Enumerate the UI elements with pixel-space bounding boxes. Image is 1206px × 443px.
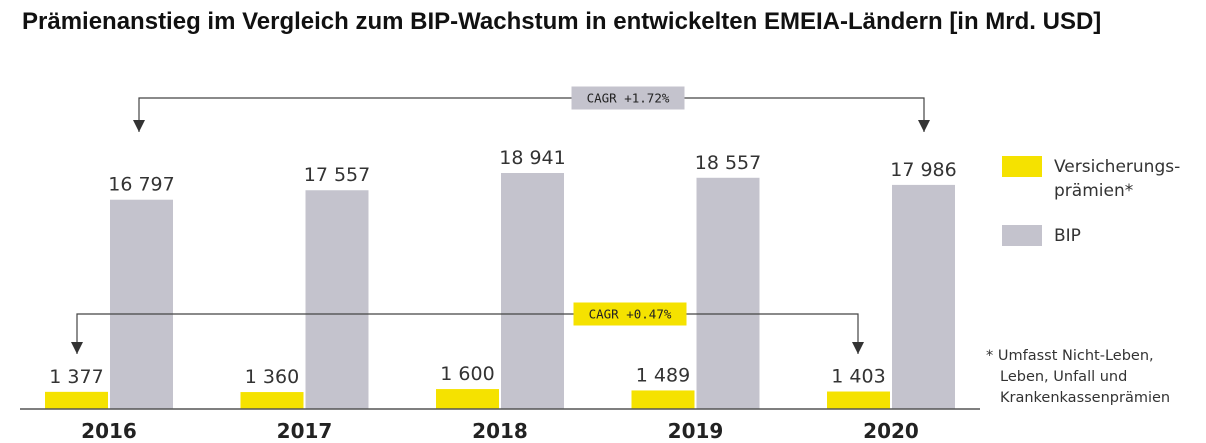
x-tick-label-2016: 2016: [81, 419, 137, 443]
bar-versicherungs-pr-mien-2017: [240, 392, 304, 409]
cagr-annotation-versicherungs-pr-mien: CAGR +0.47%: [71, 302, 864, 354]
legend-item-bip: BIP: [1002, 225, 1081, 246]
bar-bip-2019: [696, 177, 760, 409]
bar-versicherungs-pr-mien-2019: [631, 390, 695, 409]
cagr-label: CAGR +0.47%: [589, 307, 672, 322]
legend-swatch: [1002, 225, 1042, 246]
legend-swatch: [1002, 156, 1042, 177]
footnote-line: Leben, Unfall und: [1000, 369, 1127, 385]
cagr-annotation-bip: CAGR +1.72%: [133, 86, 930, 132]
arrow-down-icon: [852, 342, 864, 354]
cagr-bracket-line: [76, 313, 859, 354]
x-tick-label-2019: 2019: [668, 419, 724, 443]
bar-bip-2017: [305, 190, 369, 409]
legend-item-versicherungs-pr-mien: Versicherungs-prämien*: [1002, 156, 1180, 201]
bar-versicherungs-pr-mien-2020: [827, 391, 890, 409]
arrow-down-icon: [133, 120, 145, 132]
footnote-line: * Umfasst Nicht-Leben,: [986, 348, 1154, 364]
footnote-line: Krankenkassenprämien: [1000, 390, 1170, 406]
value-label-versicherungs-pr-mien-2017: 1 360: [245, 366, 299, 388]
value-label-versicherungs-pr-mien-2016: 1 377: [49, 366, 103, 388]
bar-bip-2018: [501, 173, 564, 409]
chart-title: Prämienanstieg im Vergleich zum BIP-Wach…: [22, 8, 1102, 35]
bar-bip-2020: [892, 184, 955, 409]
bar-versicherungs-pr-mien-2018: [436, 389, 499, 409]
value-label-versicherungs-pr-mien-2019: 1 489: [636, 364, 690, 386]
value-label-bip-2018: 18 941: [499, 147, 565, 169]
cagr-bracket-line: [138, 97, 925, 132]
value-label-bip-2019: 18 557: [695, 152, 761, 174]
x-tick-label-2017: 2017: [277, 419, 333, 443]
x-tick-label-2020: 2020: [863, 419, 919, 443]
bar-versicherungs-pr-mien-2016: [45, 391, 108, 409]
value-label-versicherungs-pr-mien-2018: 1 600: [440, 363, 494, 385]
value-label-versicherungs-pr-mien-2020: 1 403: [831, 366, 885, 388]
arrow-down-icon: [71, 342, 83, 354]
bar-bip-2016: [110, 199, 173, 409]
value-label-bip-2020: 17 986: [890, 159, 956, 181]
value-label-bip-2016: 16 797: [108, 174, 174, 196]
legend-label: Versicherungs-: [1054, 157, 1180, 177]
arrow-down-icon: [918, 120, 930, 132]
legend-label: prämien*: [1054, 181, 1133, 201]
cagr-label-box: [573, 302, 687, 326]
legend-label: BIP: [1054, 226, 1081, 246]
cagr-label: CAGR +1.72%: [587, 91, 670, 106]
x-tick-label-2018: 2018: [472, 419, 528, 443]
cagr-label-box: [571, 86, 685, 110]
value-label-bip-2017: 17 557: [304, 164, 370, 186]
